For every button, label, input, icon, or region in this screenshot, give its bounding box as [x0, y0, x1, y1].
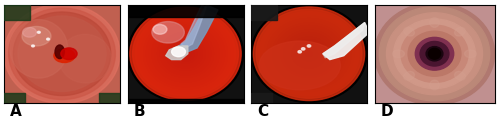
Bar: [128, 5, 244, 17]
Ellipse shape: [54, 49, 75, 62]
Circle shape: [251, 5, 367, 102]
Ellipse shape: [14, 12, 110, 96]
Circle shape: [281, 30, 337, 77]
Circle shape: [136, 12, 235, 96]
Circle shape: [169, 40, 202, 68]
Circle shape: [155, 28, 216, 80]
Circle shape: [174, 44, 197, 63]
Circle shape: [295, 42, 323, 66]
Ellipse shape: [61, 48, 77, 60]
Text: B: B: [134, 104, 145, 120]
Ellipse shape: [420, 42, 449, 66]
Ellipse shape: [46, 38, 50, 40]
Ellipse shape: [4, 4, 120, 103]
Circle shape: [273, 23, 345, 84]
Circle shape: [160, 33, 210, 75]
Ellipse shape: [38, 31, 40, 33]
Ellipse shape: [386, 13, 482, 95]
Text: A: A: [10, 104, 22, 120]
Circle shape: [177, 47, 194, 61]
Circle shape: [172, 42, 200, 66]
Text: C: C: [257, 104, 268, 120]
Circle shape: [158, 30, 214, 77]
Ellipse shape: [454, 27, 466, 36]
Circle shape: [130, 7, 241, 100]
Ellipse shape: [464, 50, 476, 58]
Circle shape: [150, 23, 222, 84]
Circle shape: [182, 51, 188, 56]
Ellipse shape: [430, 18, 440, 27]
Ellipse shape: [259, 41, 340, 90]
Ellipse shape: [404, 27, 414, 36]
Circle shape: [267, 19, 351, 89]
Ellipse shape: [22, 26, 51, 46]
Bar: [4, 93, 25, 102]
Circle shape: [166, 37, 205, 70]
Ellipse shape: [408, 31, 461, 76]
Bar: [99, 93, 120, 102]
Circle shape: [180, 49, 191, 58]
Circle shape: [152, 26, 219, 82]
Ellipse shape: [153, 24, 167, 34]
Ellipse shape: [454, 71, 466, 80]
Ellipse shape: [308, 45, 310, 47]
Circle shape: [276, 26, 342, 82]
Circle shape: [128, 5, 244, 102]
Circle shape: [256, 9, 362, 98]
Ellipse shape: [152, 22, 184, 43]
Circle shape: [286, 35, 332, 72]
Polygon shape: [166, 46, 188, 60]
Circle shape: [146, 21, 224, 86]
Ellipse shape: [22, 27, 36, 37]
Ellipse shape: [401, 25, 468, 82]
Ellipse shape: [172, 47, 185, 57]
Circle shape: [254, 7, 364, 100]
Circle shape: [163, 35, 208, 72]
Circle shape: [259, 12, 359, 96]
Ellipse shape: [426, 47, 443, 61]
Ellipse shape: [416, 37, 454, 70]
Ellipse shape: [374, 2, 494, 105]
Polygon shape: [181, 5, 206, 48]
Circle shape: [262, 14, 356, 94]
Ellipse shape: [59, 34, 112, 83]
Text: D: D: [380, 104, 393, 120]
Circle shape: [270, 21, 348, 86]
Circle shape: [132, 9, 238, 98]
Ellipse shape: [404, 71, 414, 80]
Bar: [4, 5, 30, 20]
Circle shape: [278, 28, 340, 80]
Ellipse shape: [55, 45, 64, 59]
Circle shape: [292, 40, 326, 68]
Polygon shape: [323, 22, 364, 58]
Ellipse shape: [18, 16, 106, 92]
Ellipse shape: [10, 20, 68, 78]
Circle shape: [284, 33, 334, 75]
Ellipse shape: [8, 8, 116, 100]
Ellipse shape: [392, 50, 404, 58]
Bar: [251, 5, 276, 20]
Circle shape: [298, 44, 320, 63]
Circle shape: [300, 47, 318, 61]
Circle shape: [264, 16, 354, 91]
Polygon shape: [323, 22, 370, 60]
Ellipse shape: [380, 7, 490, 101]
Circle shape: [306, 51, 312, 56]
Circle shape: [138, 14, 233, 94]
Circle shape: [304, 49, 314, 58]
Ellipse shape: [394, 19, 475, 88]
Circle shape: [144, 19, 228, 89]
Ellipse shape: [298, 51, 302, 53]
Bar: [251, 93, 272, 102]
Circle shape: [141, 16, 230, 91]
Ellipse shape: [430, 80, 440, 90]
Polygon shape: [178, 5, 218, 52]
Ellipse shape: [428, 48, 440, 59]
Bar: [128, 99, 244, 102]
Ellipse shape: [302, 48, 305, 50]
Ellipse shape: [32, 45, 34, 47]
Circle shape: [290, 37, 329, 70]
